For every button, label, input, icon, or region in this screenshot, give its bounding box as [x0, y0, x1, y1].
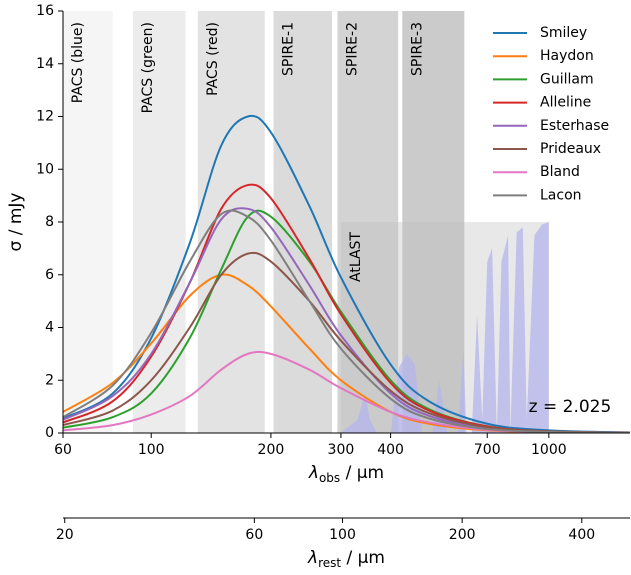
- subscript: rest: [318, 556, 341, 570]
- y-tick-label: 6: [45, 267, 54, 283]
- legend-label: Guillam: [540, 71, 594, 87]
- x2-tick-label: 200: [449, 527, 476, 543]
- symbol: λ: [308, 463, 319, 483]
- x-tick-label: 700: [474, 442, 501, 458]
- band-label: PACS (green): [140, 22, 156, 113]
- legend-label: Alleline: [540, 95, 591, 111]
- y-tick-label: 2: [45, 372, 54, 388]
- x-tick-label: 400: [377, 442, 404, 458]
- region-label: AtLAST: [348, 232, 364, 282]
- series-line: [63, 251, 630, 433]
- x-axis-label: λobs / μm: [308, 463, 384, 485]
- band-label: SPIRE-1: [280, 22, 296, 76]
- band: [337, 11, 399, 433]
- y-tick-label: 14: [36, 56, 54, 72]
- y-axis-label: σ / mJy: [6, 193, 26, 252]
- series-line: [63, 114, 630, 433]
- legend-label: Haydon: [540, 48, 594, 64]
- x2-tick-label: 20: [56, 527, 74, 543]
- x2-tick-label: 400: [568, 527, 595, 543]
- legend-label: Smiley: [540, 25, 587, 41]
- unit: / μm: [340, 463, 384, 483]
- band-label: PACS (blue): [70, 22, 86, 103]
- x-axis-label: λrest / μm: [307, 548, 385, 570]
- unit: / μm: [341, 548, 385, 568]
- x-tick-label: 100: [138, 442, 165, 458]
- y-tick-label: 10: [36, 161, 54, 177]
- atmosphere-area: [340, 222, 549, 433]
- legend-label: Esterhase: [540, 118, 609, 134]
- x-tick-label: 300: [328, 442, 355, 458]
- y-tick-label: 0: [45, 425, 54, 441]
- symbol: λ: [307, 548, 318, 568]
- y-tick-label: 8: [45, 214, 54, 230]
- x2-tick-label: 60: [245, 527, 263, 543]
- series-line: [63, 209, 630, 433]
- annotation: z = 2.025: [529, 397, 612, 417]
- x-tick-label: 60: [54, 442, 72, 458]
- x2-tick-label: 100: [329, 527, 356, 543]
- subscript: obs: [319, 471, 340, 485]
- y-tick-label: 16: [36, 3, 54, 19]
- legend-label: Bland: [540, 164, 580, 180]
- band-label: SPIRE-3: [409, 22, 425, 76]
- x-tick-label: 1000: [531, 442, 567, 458]
- band: [63, 11, 113, 433]
- y-tick-label: 4: [45, 320, 54, 336]
- band: [133, 11, 186, 433]
- x-tick-label: 200: [258, 442, 285, 458]
- legend-label: Lacon: [540, 187, 582, 203]
- band-label: PACS (red): [205, 22, 221, 96]
- legend-label: Prideaux: [540, 141, 601, 157]
- y-tick-label: 12: [36, 109, 54, 125]
- band-label: SPIRE-2: [344, 22, 360, 76]
